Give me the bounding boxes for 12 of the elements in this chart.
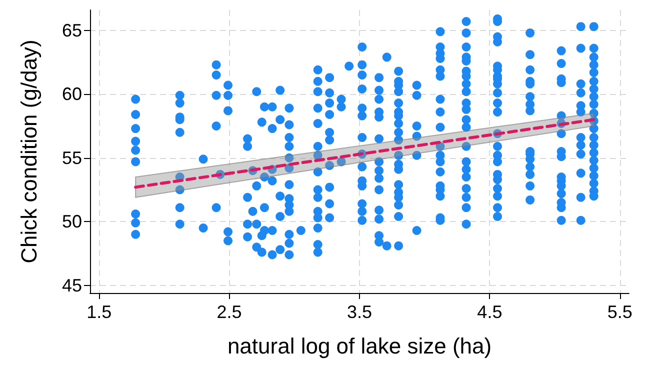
y-tick-label: 60 <box>62 84 82 104</box>
x-tick-label: 1.5 <box>86 302 112 322</box>
y-tick-label: 45 <box>62 275 82 296</box>
x-axis-title: natural log of lake size (ha) <box>227 334 492 358</box>
y-axis-title: Chick condition (g/day) <box>16 40 42 264</box>
x-tick-label: 3.5 <box>346 302 372 322</box>
y-tick-label: 50 <box>62 212 82 232</box>
x-tick-label: 4.5 <box>477 302 502 322</box>
y-tick-label: 55 <box>62 148 82 168</box>
x-tick-label: 2.5 <box>216 302 242 322</box>
y-tick-label: 65 <box>62 20 82 40</box>
x-tick-label: 5.5 <box>607 302 632 322</box>
